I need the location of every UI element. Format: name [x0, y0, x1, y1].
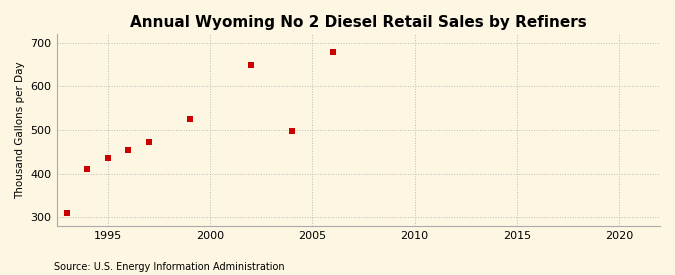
Point	[246, 63, 256, 68]
Point	[61, 211, 72, 215]
Title: Annual Wyoming No 2 Diesel Retail Sales by Refiners: Annual Wyoming No 2 Diesel Retail Sales …	[130, 15, 587, 30]
Point	[123, 148, 134, 153]
Point	[103, 156, 113, 161]
Point	[286, 129, 297, 133]
Point	[82, 167, 92, 171]
Point	[143, 140, 154, 144]
Point	[184, 117, 195, 121]
Point	[327, 50, 338, 54]
Text: Source: U.S. Energy Information Administration: Source: U.S. Energy Information Administ…	[54, 262, 285, 272]
Y-axis label: Thousand Gallons per Day: Thousand Gallons per Day	[15, 61, 25, 199]
